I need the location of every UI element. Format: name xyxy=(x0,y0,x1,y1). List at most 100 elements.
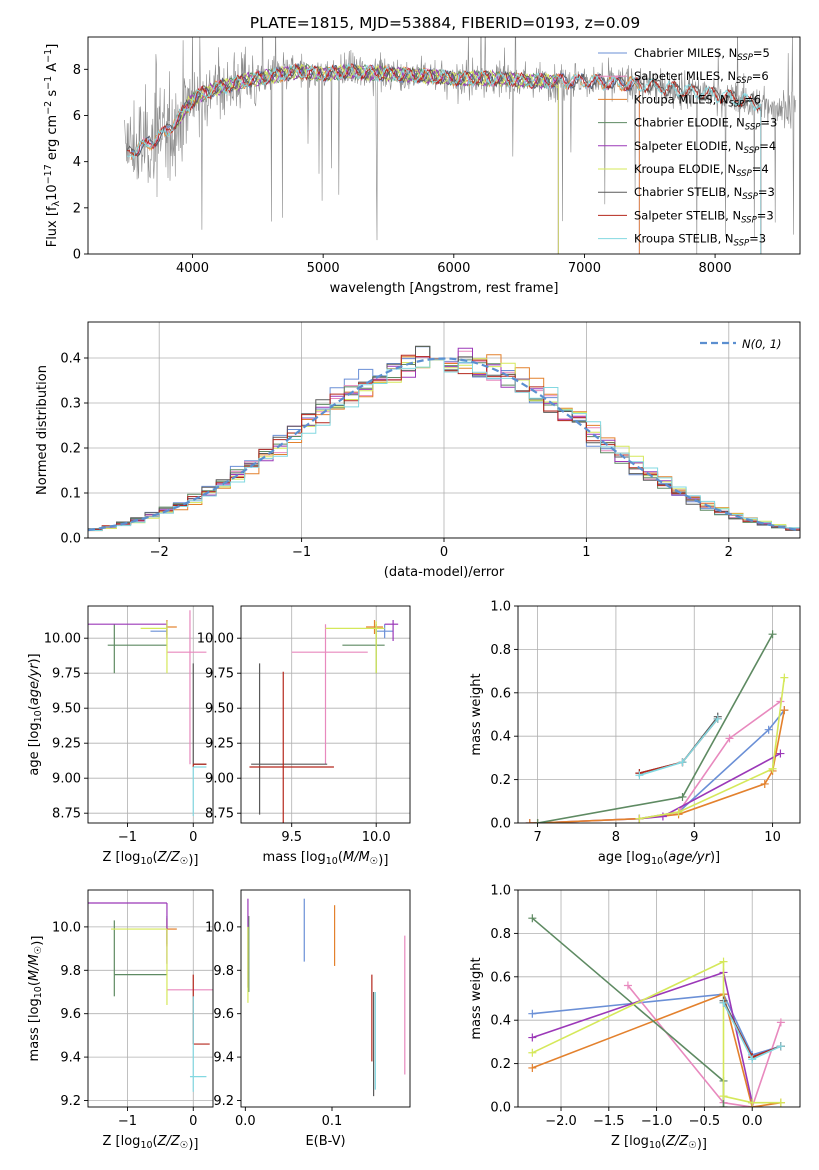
age-vs-mass-xtick-label: 10.0 xyxy=(362,830,391,845)
residuals-xlabel: (data-model)/error xyxy=(384,565,505,580)
age-vs-Z-ytick-label: 10.00 xyxy=(44,632,81,647)
legend-label-n: =3 xyxy=(757,208,774,222)
age-vs-mass-xlabel-part: mass [log xyxy=(263,850,326,865)
legend-label-n: =6 xyxy=(752,69,769,83)
weight-line-kroupa-stelib-marker xyxy=(635,771,644,780)
mass-vs-ebv-xlabel-part: E(B-V) xyxy=(305,1134,345,1149)
weight-vs-age-xlabel-part: ( xyxy=(663,850,668,865)
age-vs-mass-xlabel-part: M xyxy=(359,850,370,865)
weight-vs-age-ytick-label: 0.0 xyxy=(490,817,511,832)
mass-vs-Z-ylabel-part: 10 xyxy=(33,986,44,998)
weight-vs-age-xtick-label: 10 xyxy=(764,830,781,845)
age-vs-Z-xtick-label: −1 xyxy=(118,830,137,845)
mass-vs-Z-xtick-label: 0 xyxy=(189,1114,197,1129)
mass-vs-Z-plot-area xyxy=(88,890,213,1107)
age-vs-Z-ylabel-part: ( xyxy=(27,705,42,710)
legend-label-main: Chabrier STELIB, N xyxy=(634,185,742,199)
weight-vs-Z-xlabel-part: Z xyxy=(665,1134,676,1149)
mass-vs-Z-ylabel: mass [log10(M/M☉)] xyxy=(27,936,45,1062)
weight-vs-Z-xtick-label: −2.0 xyxy=(545,1114,577,1129)
age-vs-Z-ylabel-part: 10 xyxy=(33,710,44,722)
legend-label-3: Chabrier ELODIE, NSSP=3 xyxy=(634,116,777,133)
mass-vs-ebv-ytick-label: 10.0 xyxy=(205,920,234,935)
weight-line-kroupa-miles-marker xyxy=(525,819,534,823)
weight-vs-Z-ytick-label: 1.0 xyxy=(490,884,511,899)
weight-line-chabrier-elodie-marker xyxy=(768,630,777,639)
weight-vs-Z-xlabel-part: 10 xyxy=(649,1140,661,1151)
residuals-xtick-label: 1 xyxy=(582,545,590,560)
weight-vs-age-ylabel: mass weight xyxy=(469,673,484,755)
mass-vs-Z-ytick-label: 9.8 xyxy=(60,964,81,979)
spectrum-xtick-label: 6000 xyxy=(437,261,470,276)
age-vs-Z-ytick-label: 9.75 xyxy=(52,667,81,682)
weight-vs-Z-xlabel-part: )] xyxy=(697,1137,707,1152)
residuals-ytick-label: 0.4 xyxy=(60,352,81,367)
residuals-xtick-label: 0 xyxy=(440,545,448,560)
weight-line-kroupa-miles-marker xyxy=(780,706,789,715)
weight-line-kroupa-miles-marker xyxy=(528,1063,537,1072)
weight-line-chabrier-elodie-marker xyxy=(678,792,687,801)
residuals-panel: −2 −1 0 1 2 0.0 0.1 0.2 0.3 0.4 (data-model)/error… xyxy=(35,321,801,580)
weight-line-chabrier-elodie-marker xyxy=(719,1103,728,1107)
weight-vs-Z-ytick-label: 0.2 xyxy=(490,1057,511,1072)
age-vs-mass-panel: 9.5 10.0 8.75 9.00 9.25 9.50 9.75 10.00 mass [lo… xyxy=(197,605,411,868)
weight-line-kroupa-elodie-marker xyxy=(748,1098,757,1107)
mass-vs-Z-ytick-label: 9.4 xyxy=(60,1051,81,1066)
mass-vs-Z-ytick-label: 9.2 xyxy=(60,1094,81,1109)
weight-line-salpeter-miles xyxy=(529,700,781,823)
mass-vs-ebv-xtick-label: 0.1 xyxy=(322,1114,343,1129)
spectrum-plot-area xyxy=(124,37,797,254)
weight-vs-age-xlabel-part: age xyxy=(668,850,692,865)
weight-line-kroupa-elodie-marker xyxy=(719,1092,728,1101)
legend-label-n: =3 xyxy=(758,185,775,199)
age-vs-Z-xlabel-part: Z xyxy=(157,850,168,865)
legend-label-n: =6 xyxy=(744,92,761,106)
weight-vs-age-ylabel-part: mass weight xyxy=(469,673,484,755)
legend-label-main: Chabrier MILES, N xyxy=(634,46,737,60)
spectrum-xtick-label: 8000 xyxy=(699,261,732,276)
spectrum-ylabel-part: erg cm xyxy=(45,115,60,164)
weight-vs-age-xlabel-part: )] xyxy=(710,850,720,865)
mass-vs-Z-ylabel-part: / xyxy=(27,964,42,971)
weight-vs-age-xtick-label: 9 xyxy=(690,830,698,845)
spectrum-ytick-label: 4 xyxy=(73,155,81,170)
mass-vs-Z-frame xyxy=(87,889,214,1108)
weight-line-chabrier-miles-marker xyxy=(764,725,773,734)
age-vs-mass-xlabel-part: ☉ xyxy=(370,856,379,867)
age-vs-mass-ytick-label: 9.50 xyxy=(205,702,234,717)
legend-label-main: Chabrier ELODIE, N xyxy=(634,116,745,130)
legend-label-sub: SSP xyxy=(742,192,758,202)
age-vs-Z-ylabel-part: )] xyxy=(27,653,42,663)
legend-label-0: Chabrier MILES, NSSP=5 xyxy=(634,46,770,63)
weight-vs-Z-xlabel-part: / xyxy=(674,1134,681,1149)
weight-vs-Z-ytick-label: 0.6 xyxy=(490,970,511,985)
weight-line-salpeter-elodie-marker xyxy=(658,812,667,821)
age-vs-Z-xlabel-part: )] xyxy=(188,853,198,868)
weight-line-kroupa-stelib-marker xyxy=(776,1042,785,1051)
spectrum-panel: 4000 5000 6000 7000 8000 0 2 4 6 8 wavelength [Ang… xyxy=(43,36,801,296)
weight-vs-age-plot-area xyxy=(518,606,800,823)
age-vs-mass-frame xyxy=(240,605,411,824)
weight-vs-age-xtick-label: 8 xyxy=(612,830,620,845)
normal-distribution-curve xyxy=(88,357,800,532)
weight-line-chabrier-miles-marker xyxy=(528,1009,537,1018)
mass-vs-ebv-frame xyxy=(240,889,411,1108)
spectrum-ylabel-part: s xyxy=(45,90,60,101)
weight-line-kroupa-stelib-marker xyxy=(713,714,722,723)
weight-line-chabrier-elodie-marker xyxy=(533,819,542,823)
legend-label-5: Kroupa ELODIE, NSSP=4 xyxy=(634,162,769,179)
weight-vs-age-ytick-label: 1.0 xyxy=(490,600,511,615)
age-vs-Z-ytick-label: 9.25 xyxy=(52,737,81,752)
age-vs-Z-frame xyxy=(87,605,214,824)
age-vs-Z-ylabel-part: age xyxy=(27,681,42,705)
weight-line-kroupa-stelib-marker xyxy=(748,1055,757,1064)
spectrum-xtick-label: 4000 xyxy=(176,261,209,276)
residuals-ytick-label: 0.2 xyxy=(60,442,81,457)
weight-line-kroupa-stelib xyxy=(639,718,719,777)
age-vs-Z-ylabel: age [log10(age/yr)] xyxy=(27,653,44,775)
spectrum-frame xyxy=(87,36,801,255)
weight-line-salpeter-miles-marker xyxy=(623,981,632,990)
